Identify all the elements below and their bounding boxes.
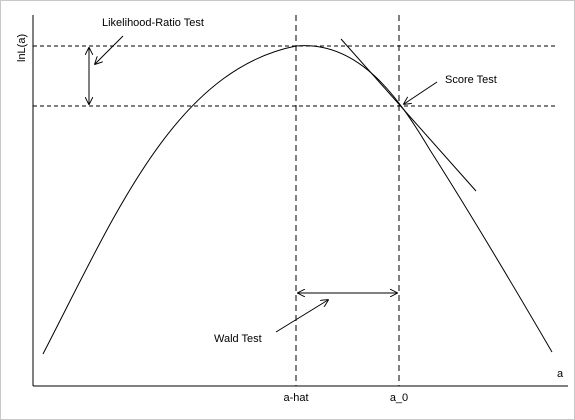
a-hat-tick-label: a-hat [283, 392, 308, 404]
lr-pointer-arrow [95, 35, 124, 64]
score-test-label: Score Test [445, 74, 497, 86]
x-axis-label: a [557, 368, 564, 380]
score-pointer-arrow [404, 81, 438, 104]
log-likelihood-curve [42, 45, 553, 355]
wald-pointer-arrow [275, 300, 328, 333]
score-tangent-line [340, 38, 477, 192]
wald-test-label: Wald Test [214, 333, 262, 345]
a0-tick-label: a_0 [390, 392, 408, 404]
likelihood-ratio-label: Likelihood-Ratio Test [102, 17, 204, 29]
y-axis-label: lnL(a) [16, 34, 28, 62]
